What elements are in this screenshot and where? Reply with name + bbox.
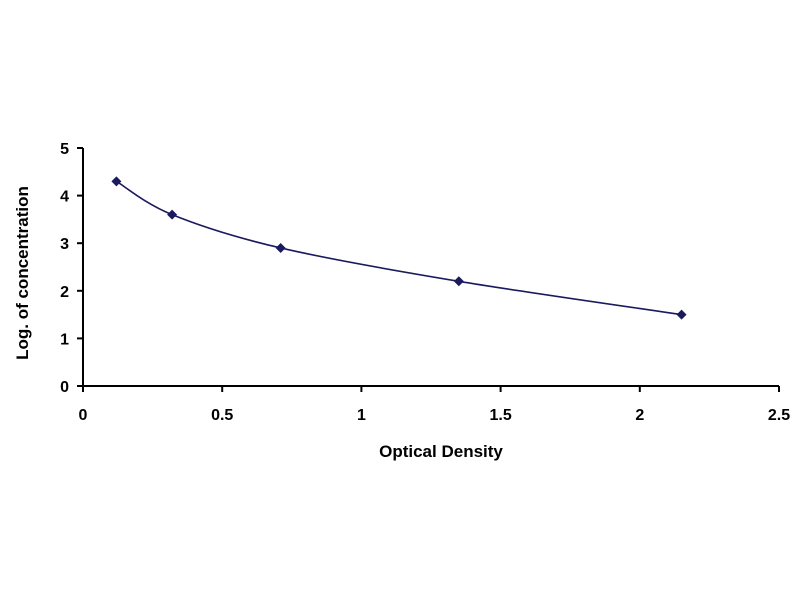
x-tick-label: 2 xyxy=(635,407,644,424)
x-axis-title: Optical Density xyxy=(379,442,503,461)
x-tick-label: 0.5 xyxy=(211,407,233,424)
data-point xyxy=(275,242,286,253)
data-point xyxy=(453,276,464,287)
data-point xyxy=(111,176,122,187)
y-tick-label: 0 xyxy=(60,379,69,396)
x-tick-label: 2.5 xyxy=(768,407,790,424)
x-axis: 0 0.5 1 1.5 2 2.5 xyxy=(79,385,790,424)
data-point xyxy=(167,209,178,220)
y-tick-label: 1 xyxy=(60,331,69,348)
y-ticks: 0 1 2 3 4 5 xyxy=(60,141,83,396)
y-axis: 0 1 2 3 4 5 xyxy=(60,141,84,396)
y-tick-label: 2 xyxy=(60,284,69,301)
x-ticks: 0 0.5 1 1.5 2 2.5 xyxy=(79,386,790,424)
plot-series xyxy=(111,176,687,320)
y-tick-label: 4 xyxy=(60,189,69,206)
y-tick-label: 5 xyxy=(60,141,69,158)
data-point xyxy=(676,309,687,320)
x-tick-label: 1 xyxy=(357,407,366,424)
y-axis-title: Log. of concentration xyxy=(13,186,32,360)
y-tick-label: 3 xyxy=(60,236,69,253)
x-tick-label: 1.5 xyxy=(489,407,511,424)
series-line xyxy=(115,180,682,316)
x-tick-label: 0 xyxy=(79,407,88,424)
